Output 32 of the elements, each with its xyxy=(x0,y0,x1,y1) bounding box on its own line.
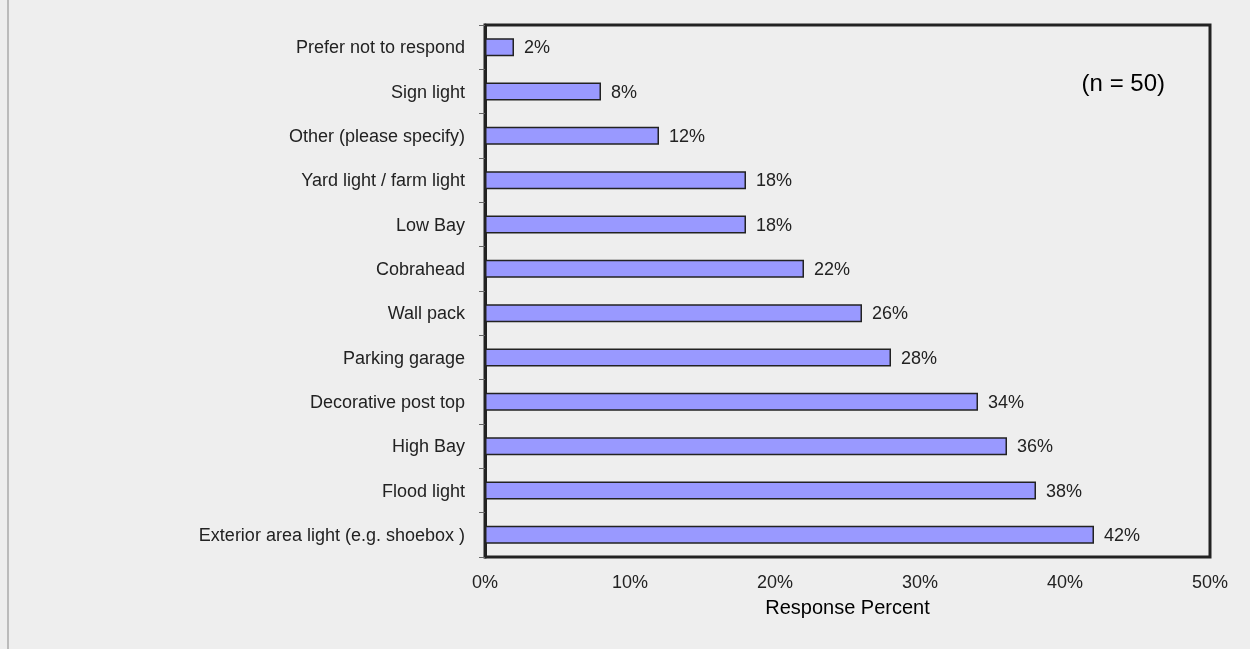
data-label: 18% xyxy=(756,170,793,191)
data-label: 2% xyxy=(524,37,551,58)
annotation: (n = 50) xyxy=(1081,68,1166,96)
data-label: 36% xyxy=(1017,436,1054,457)
x-tick-label: 10% xyxy=(611,572,649,592)
data-label: 22% xyxy=(814,258,851,279)
y-tick-label: Other (please specify) xyxy=(288,125,465,146)
x-tick-label: 0% xyxy=(471,572,499,592)
x-tick-label: 30% xyxy=(901,572,939,592)
data-label: 42% xyxy=(1104,524,1141,545)
y-tick-label: Decorative post top xyxy=(309,391,465,412)
data-label: 12% xyxy=(669,125,706,146)
y-tick-label: Exterior area light (e.g. shoebox ) xyxy=(198,524,465,545)
data-label: 38% xyxy=(1046,480,1083,501)
data-label: 28% xyxy=(901,347,938,368)
data-label: 26% xyxy=(872,303,909,324)
y-tick-label: Parking garage xyxy=(342,347,465,368)
x-axis-title: Response Percent xyxy=(765,596,931,618)
y-tick-label: High Bay xyxy=(391,436,465,457)
y-tick-label: Yard light / farm light xyxy=(301,170,465,191)
y-tick-label: Cobrahead xyxy=(375,258,465,279)
y-tick-label: Low Bay xyxy=(395,214,465,235)
x-tick-label: 40% xyxy=(1046,572,1084,592)
data-label: 34% xyxy=(988,391,1025,412)
y-tick-label: Prefer not to respond xyxy=(295,37,465,58)
y-tick-label: Flood light xyxy=(381,480,465,501)
x-tick-label: 20% xyxy=(756,572,794,592)
data-label: 8% xyxy=(611,81,638,102)
y-tick-label: Wall pack xyxy=(387,303,466,324)
x-tick-label: 50% xyxy=(1191,572,1229,592)
y-tick-label: Sign light xyxy=(390,81,465,102)
data-label: 18% xyxy=(756,214,793,235)
